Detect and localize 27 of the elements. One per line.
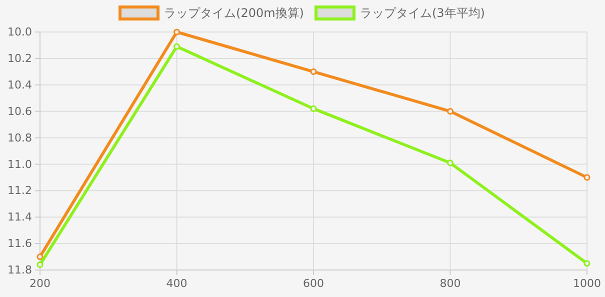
x-tick-label: 1000 [573, 276, 601, 290]
y-tick-label: 11.8 [8, 264, 32, 277]
x-tick-label: 600 [303, 276, 324, 290]
y-tick-label: 11.6 [8, 237, 32, 250]
y-tick-label: 10.6 [8, 104, 32, 118]
x-tick-label: 800 [440, 276, 461, 290]
y-tick-label: 10.2 [8, 52, 32, 65]
point [310, 105, 317, 112]
y-tick-label: 11.0 [8, 158, 32, 171]
point [310, 68, 317, 75]
point [173, 28, 180, 36]
point [446, 108, 454, 115]
y-tick-label: 10.8 [8, 131, 32, 144]
y-tick-label: 11.4 [8, 210, 32, 224]
x-tick-label: 400 [166, 276, 188, 290]
x-tick-label: 200 [30, 276, 50, 290]
point [36, 261, 44, 268]
y-tick-label: 11.2 [8, 184, 32, 198]
legend-label: ラップタイム(3年平均) [360, 6, 485, 20]
legend-label: ラップタイム(200m換算) [164, 6, 304, 20]
point [36, 254, 44, 260]
y-tick-label: 10.0 [8, 26, 32, 39]
point [584, 174, 590, 181]
point [173, 43, 180, 50]
y-tick-label: 10.4 [8, 78, 32, 92]
point [584, 260, 590, 267]
point [446, 160, 454, 166]
